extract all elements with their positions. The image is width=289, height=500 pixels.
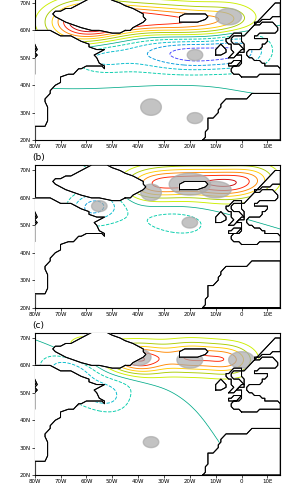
Polygon shape bbox=[125, 349, 151, 366]
Polygon shape bbox=[203, 428, 280, 475]
Polygon shape bbox=[169, 173, 210, 195]
Polygon shape bbox=[179, 349, 208, 357]
Polygon shape bbox=[53, 0, 146, 33]
Polygon shape bbox=[229, 3, 280, 77]
Polygon shape bbox=[216, 44, 226, 55]
Polygon shape bbox=[203, 94, 280, 140]
Polygon shape bbox=[143, 436, 159, 448]
Polygon shape bbox=[229, 170, 280, 244]
Polygon shape bbox=[29, 198, 105, 308]
Polygon shape bbox=[179, 14, 208, 22]
Polygon shape bbox=[229, 352, 255, 368]
Polygon shape bbox=[187, 112, 203, 124]
Polygon shape bbox=[203, 261, 280, 308]
Polygon shape bbox=[200, 182, 231, 198]
Text: (b): (b) bbox=[32, 153, 45, 162]
Polygon shape bbox=[141, 184, 161, 200]
Polygon shape bbox=[177, 352, 203, 368]
Polygon shape bbox=[141, 99, 161, 116]
Text: (c): (c) bbox=[32, 320, 44, 330]
Polygon shape bbox=[29, 366, 105, 475]
Polygon shape bbox=[216, 379, 226, 390]
Polygon shape bbox=[249, 228, 260, 239]
Polygon shape bbox=[53, 332, 146, 368]
Polygon shape bbox=[179, 182, 208, 190]
Polygon shape bbox=[182, 217, 198, 228]
Polygon shape bbox=[226, 200, 244, 226]
Polygon shape bbox=[226, 33, 244, 58]
Polygon shape bbox=[187, 50, 203, 60]
Polygon shape bbox=[66, 396, 81, 406]
Polygon shape bbox=[92, 200, 107, 211]
Polygon shape bbox=[216, 8, 242, 25]
Polygon shape bbox=[53, 165, 146, 200]
Polygon shape bbox=[29, 30, 105, 140]
Polygon shape bbox=[216, 212, 226, 222]
Polygon shape bbox=[66, 52, 81, 64]
Polygon shape bbox=[226, 368, 244, 393]
Polygon shape bbox=[229, 338, 280, 412]
